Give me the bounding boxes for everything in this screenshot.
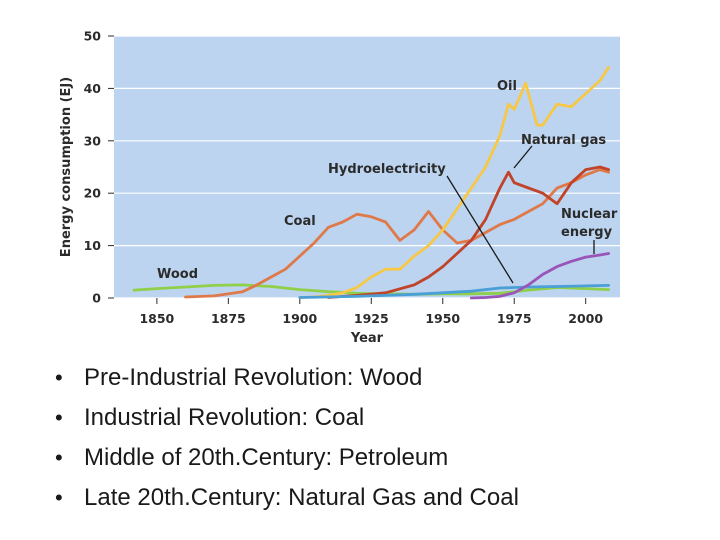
x-tick-label: 1875 [211, 311, 246, 326]
series-line-hydroelectricity [298, 283, 610, 299]
bullet-text: Late 20th.Century: Natural Gas and Coal [84, 484, 519, 511]
bullet-list: • Pre-Industrial Revolution: Wood • Indust… [55, 358, 519, 518]
bullet-dot: • [55, 365, 63, 390]
bullet-item: • Pre-Industrial Revolution: Wood [55, 358, 519, 398]
energy-consumption-chart: 0 10 20 30 40 50 1850 1875 1900 1925 1950 1975 2000… [59, 29, 620, 346]
y-tick-label: 30 [84, 133, 102, 148]
natural-gas-pointer [513, 145, 533, 169]
label-wood: Wood [157, 267, 198, 282]
y-tick-label: 10 [84, 238, 102, 253]
hydroelectricity-pointer [446, 175, 514, 284]
bullet-item: • Middle of 20th.Century: Petroleum [55, 438, 519, 478]
x-tick-label: 1975 [497, 311, 532, 326]
bullet-dot: • [55, 445, 63, 470]
bullet-text: Pre-Industrial Revolution: Wood [84, 364, 423, 391]
bullet-dot: • [55, 405, 63, 430]
label-oil: Oil [497, 79, 517, 94]
x-tick-label: 1900 [282, 311, 317, 326]
y-tick-label: 20 [84, 186, 102, 201]
y-axis-title: Energy consumption (EJ) [59, 77, 74, 257]
bullet-dot: • [55, 485, 63, 510]
bullet-item: • Late 20th.Century: Natural Gas and Coal [55, 478, 519, 518]
series-lines [132, 66, 610, 300]
x-tick-label: 1925 [354, 311, 389, 326]
x-axis-title: Year [350, 331, 384, 346]
x-tick-label: 1950 [425, 311, 460, 326]
y-axis-ticks: 0 10 20 30 40 50 [84, 29, 114, 306]
y-tick-label: 50 [84, 29, 102, 44]
x-tick-label: 1850 [139, 311, 174, 326]
series-line-oil [298, 66, 610, 299]
series-line-natural-gas [326, 165, 610, 299]
x-tick-label: 2000 [568, 311, 603, 326]
x-axis-ticks: 1850 1875 1900 1925 1950 1975 2000 [139, 298, 603, 326]
y-tick-label: 0 [92, 291, 101, 306]
bullet-text: Industrial Revolution: Coal [84, 404, 365, 431]
series-line-coal [184, 168, 610, 299]
bullet-text: Middle of 20th.Century: Petroleum [84, 444, 449, 471]
label-nuclear: Nuclear [561, 207, 618, 222]
series-line-nuclear-energy [469, 252, 610, 300]
label-natural-gas: Natural gas [521, 133, 606, 148]
y-tick-label: 40 [84, 81, 102, 96]
label-hydroelectricity: Hydroelectricity [328, 162, 446, 177]
bullet-item: • Industrial Revolution: Coal [55, 398, 519, 438]
gridlines [114, 35, 620, 299]
plot-background [114, 36, 620, 298]
label-energy: energy [561, 225, 613, 240]
label-coal: Coal [284, 214, 316, 229]
